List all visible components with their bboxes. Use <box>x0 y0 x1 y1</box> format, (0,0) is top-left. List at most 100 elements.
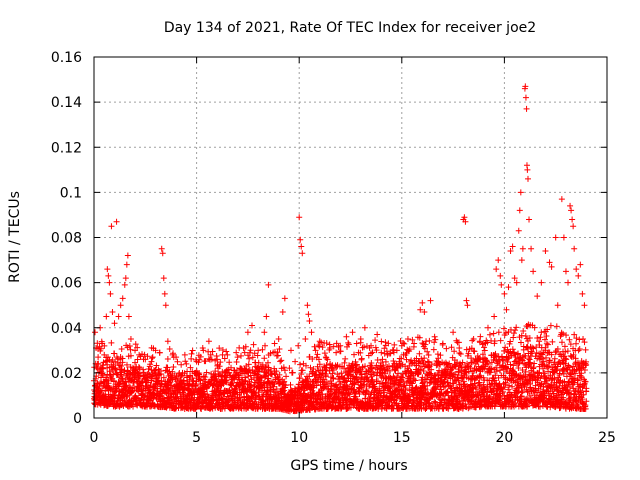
data-point <box>292 358 299 365</box>
data-point <box>162 302 169 309</box>
data-point <box>296 214 303 221</box>
data-point <box>575 347 582 354</box>
data-point <box>530 268 537 275</box>
data-point <box>333 349 340 356</box>
y-tick-label: 0.08 <box>51 231 82 247</box>
data-point <box>105 272 112 279</box>
data-point <box>238 352 245 359</box>
data-point <box>100 365 107 372</box>
data-point <box>234 354 241 361</box>
data-point <box>127 352 134 359</box>
data-point <box>108 339 115 346</box>
data-point <box>130 403 137 410</box>
data-point <box>115 381 122 388</box>
data-point <box>510 334 517 341</box>
data-point <box>522 94 529 101</box>
data-point <box>278 357 285 364</box>
data-point <box>342 355 349 362</box>
data-point <box>329 370 336 377</box>
y-tick-label: 0.12 <box>51 140 82 156</box>
data-point <box>107 290 114 297</box>
data-point <box>261 355 268 362</box>
data-point <box>304 302 311 309</box>
data-point <box>486 331 493 338</box>
data-point <box>542 248 549 255</box>
data-point <box>178 361 185 368</box>
data-point <box>159 250 166 257</box>
data-point <box>106 279 113 286</box>
data-point <box>170 364 177 371</box>
data-point <box>111 350 118 357</box>
data-point <box>560 234 567 241</box>
data-point <box>573 340 580 347</box>
data-point <box>510 362 517 369</box>
data-point <box>164 355 171 362</box>
data-point <box>374 331 381 338</box>
data-point <box>181 351 188 358</box>
data-point <box>345 339 352 346</box>
data-point <box>110 362 117 369</box>
data-point <box>457 351 464 358</box>
data-point <box>551 355 558 362</box>
data-point <box>456 345 463 352</box>
data-point <box>569 216 576 223</box>
data-point <box>127 346 134 353</box>
data-point <box>111 320 118 327</box>
y-tick-label: 0.02 <box>51 366 82 382</box>
data-point <box>124 252 131 259</box>
data-point <box>127 336 134 343</box>
data-point <box>463 297 470 304</box>
data-point <box>250 341 257 348</box>
y-tick-label: 0 <box>73 411 82 427</box>
x-tick-label: 5 <box>192 430 201 446</box>
data-point <box>103 313 110 320</box>
data-point <box>109 308 116 315</box>
data-point <box>295 342 302 349</box>
data-point <box>277 358 284 365</box>
data-point <box>561 343 568 350</box>
data-point <box>212 368 219 375</box>
data-point <box>558 339 565 346</box>
x-tick-label: 25 <box>598 430 616 446</box>
data-point <box>113 370 120 377</box>
data-point <box>124 393 131 400</box>
data-point <box>160 275 167 282</box>
data-point <box>524 175 531 182</box>
data-point <box>526 216 533 223</box>
data-point <box>581 302 588 309</box>
data-point <box>132 341 139 348</box>
data-point <box>108 223 115 230</box>
data-points <box>90 83 590 415</box>
data-point <box>119 295 126 302</box>
data-point <box>547 322 554 329</box>
data-point <box>223 348 230 355</box>
y-axis-label: ROTI / TECUs <box>7 191 23 283</box>
data-point <box>158 245 165 252</box>
y-tick-label: 0.14 <box>51 95 82 111</box>
data-point <box>484 324 491 331</box>
chart-title: Day 134 of 2021, Rate Of TEC Index for r… <box>164 20 536 36</box>
data-point <box>224 351 231 358</box>
data-point <box>571 245 578 252</box>
data-point <box>358 355 365 362</box>
data-point <box>552 234 559 241</box>
data-point <box>104 364 111 371</box>
data-point <box>404 336 411 343</box>
data-point <box>534 293 541 300</box>
data-point <box>565 279 572 286</box>
data-point <box>117 362 124 369</box>
data-point <box>567 202 574 209</box>
data-point <box>126 342 133 349</box>
data-point <box>123 361 130 368</box>
x-tick-label: 0 <box>90 430 99 446</box>
x-axis-label: GPS time / hours <box>290 458 407 474</box>
data-point <box>501 348 508 355</box>
data-point <box>287 347 294 354</box>
data-point <box>523 105 530 112</box>
data-point <box>297 361 304 368</box>
data-point <box>562 268 569 275</box>
data-point <box>581 339 588 346</box>
data-point <box>517 339 524 346</box>
data-point <box>246 355 253 362</box>
